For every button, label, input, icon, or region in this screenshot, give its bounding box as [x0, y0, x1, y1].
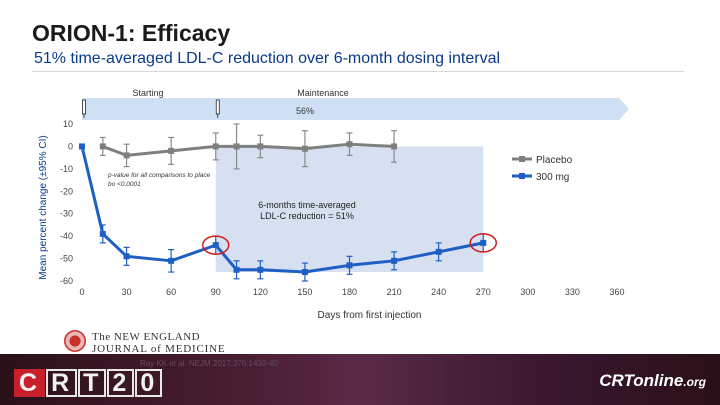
- crtonline-suffix: .org: [683, 375, 706, 389]
- x-tick-label: 120: [253, 287, 268, 297]
- x-tick-label: 90: [211, 287, 221, 297]
- slide-subtitle: 51% time-averaged LDL-C reduction over 6…: [34, 50, 501, 67]
- title-divider: [32, 71, 684, 72]
- highlight-circle: [202, 235, 230, 255]
- crt-logo-letter: R: [46, 369, 78, 397]
- x-tick-label: 30: [122, 287, 132, 297]
- dose-300mg-point: [435, 248, 442, 255]
- y-tick-label: -10: [60, 164, 73, 174]
- dose-300mg-point: [79, 143, 85, 150]
- dose-300mg-point: [257, 266, 264, 273]
- dose-300mg-series-line: [80, 146, 484, 274]
- y-tick-label: -20: [60, 186, 73, 196]
- highlight-circle: [469, 233, 497, 253]
- placebo-point: [391, 143, 398, 150]
- x-tick-label: 360: [609, 287, 624, 297]
- dose-300mg-point: [168, 257, 175, 264]
- journal-name-line1: The NEW ENGLAND: [92, 331, 201, 343]
- crt-logo-letter: 0: [135, 369, 163, 397]
- crtonline-text: CRTonline: [599, 371, 684, 390]
- legend-swatch-marker: [519, 156, 525, 162]
- y-tick-label: -40: [60, 231, 73, 241]
- dose-300mg-point: [123, 253, 130, 260]
- phase-arrow: [82, 98, 629, 120]
- phase-maintenance-label: Maintenance: [297, 88, 349, 98]
- placebo-point: [301, 145, 308, 152]
- phase-starting-label: Starting: [132, 88, 163, 98]
- x-tick-label: 150: [297, 287, 312, 297]
- placebo-point: [346, 141, 353, 148]
- y-tick-label: -30: [60, 209, 73, 219]
- nejm-seal-icon: [64, 330, 86, 352]
- crt-logo-letter: 2: [107, 369, 135, 397]
- injection-icon: [215, 99, 220, 115]
- slide-title: ORION-1: Efficacy: [32, 20, 231, 46]
- y-tick-label: 10: [63, 119, 73, 129]
- crt-logo-letter: C: [14, 369, 46, 397]
- placebo-point: [257, 143, 264, 150]
- x-axis-label: Days from first injection: [318, 310, 422, 321]
- y-tick-label: -60: [60, 276, 73, 286]
- y-axis-label: Mean percent change (±95% CI): [38, 135, 49, 279]
- time-averaged-label: 6-months time-averaged: [258, 200, 356, 210]
- dose-300mg-point: [301, 269, 308, 276]
- placebo-point: [123, 152, 130, 159]
- y-tick-label: 0: [68, 141, 73, 151]
- x-tick-label: 240: [431, 287, 446, 297]
- dose-300mg-point: [346, 262, 353, 269]
- dose-300mg-point: [391, 257, 398, 264]
- dose-300mg-point: [212, 242, 219, 249]
- x-tick-label: 210: [387, 287, 402, 297]
- x-tick-label: 60: [166, 287, 176, 297]
- placebo-point: [233, 143, 240, 150]
- y-tick-label: -50: [60, 254, 73, 264]
- legend-entry: 300 mg: [536, 172, 569, 183]
- dose-300mg-point: [233, 266, 240, 273]
- dose-300mg-point: [480, 239, 487, 246]
- x-tick-label: 330: [565, 287, 580, 297]
- crtonline-logo[interactable]: CRTonline.org: [599, 371, 706, 391]
- placebo-point: [99, 143, 106, 150]
- journal-name-line2: JOURNAL of MEDICINE: [92, 343, 226, 355]
- x-tick-label: 300: [520, 287, 535, 297]
- x-tick-label: 270: [476, 287, 491, 297]
- time-averaged-label-line2: LDL-C reduction = 51%: [260, 211, 354, 221]
- pvalue-note: p-value for all comparisons to place: [107, 172, 211, 179]
- efficacy-chart: Starting Maintenance 56% 10 0 -10 -20 -30 -40 -5…: [38, 88, 629, 321]
- placebo-point: [212, 143, 219, 150]
- arrow-percent-label: 56%: [296, 106, 314, 116]
- injection-icon: [82, 99, 86, 115]
- legend-swatch-marker: [519, 173, 525, 179]
- citation: Ray KK et al. NEJM 2017;376:1430-40: [140, 359, 278, 368]
- pvalue-note-line2: bo <0.0001: [108, 181, 141, 188]
- crt-logo-letter: T: [78, 369, 107, 397]
- dose-300mg-point: [99, 230, 106, 237]
- x-tick-label: 0: [79, 287, 84, 297]
- placebo-point: [168, 147, 175, 154]
- x-tick-label: 180: [342, 287, 357, 297]
- legend-entry: Placebo: [536, 155, 573, 166]
